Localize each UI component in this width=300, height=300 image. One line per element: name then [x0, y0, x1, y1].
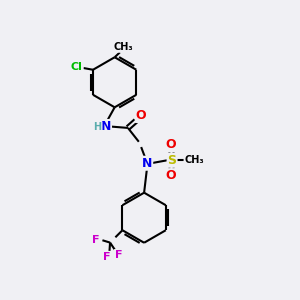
Text: F: F — [92, 235, 100, 245]
Text: O: O — [165, 169, 176, 182]
Text: H: H — [94, 122, 102, 132]
Text: Cl: Cl — [71, 62, 83, 72]
Text: N: N — [100, 120, 111, 133]
Text: CH₃: CH₃ — [184, 155, 204, 165]
Text: N: N — [142, 157, 152, 170]
Text: CH₃: CH₃ — [114, 42, 133, 52]
Text: O: O — [165, 139, 176, 152]
Text: F: F — [103, 252, 111, 262]
Text: S: S — [168, 154, 177, 167]
Text: F: F — [115, 250, 122, 260]
Text: O: O — [136, 109, 146, 122]
